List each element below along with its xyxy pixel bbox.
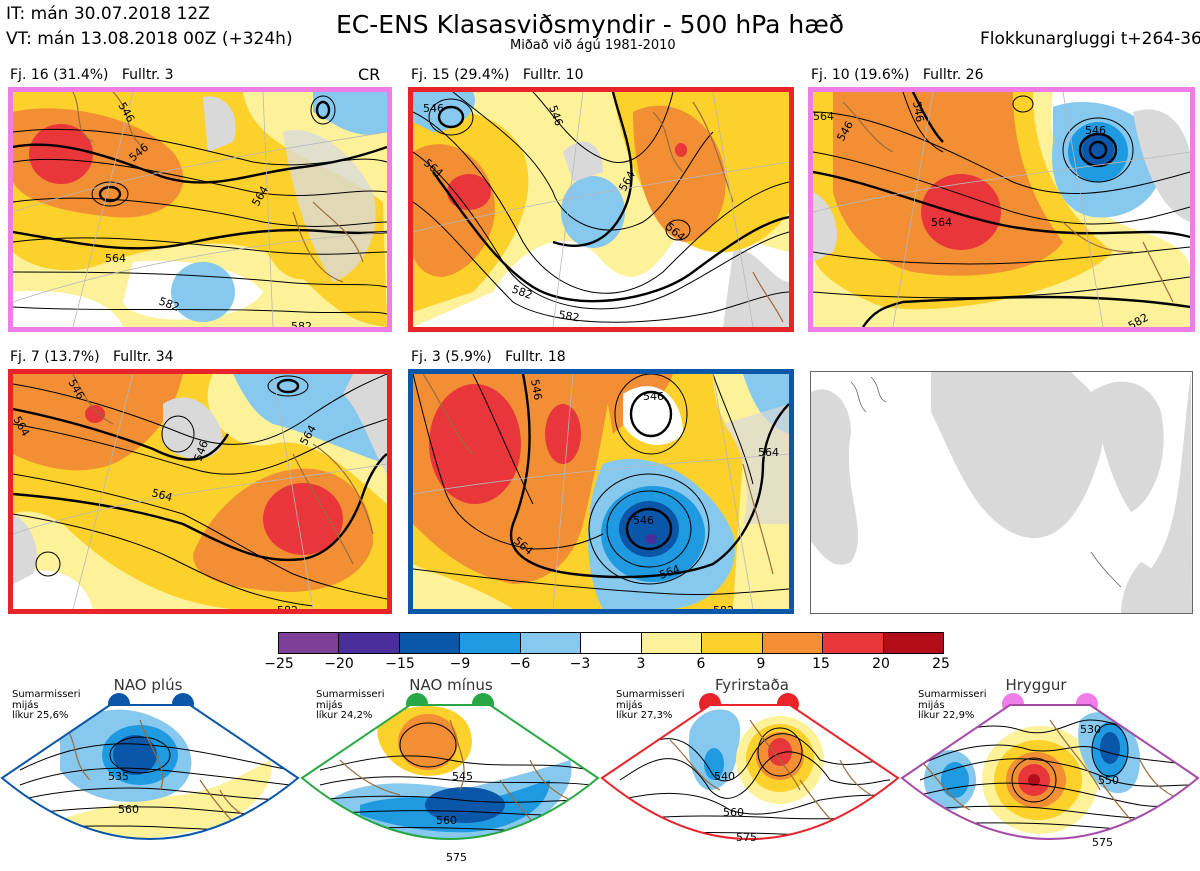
colorbar-tick: 20 — [872, 656, 890, 672]
colorbar-swatch — [701, 633, 762, 653]
colorbar-tick: 3 — [636, 656, 646, 672]
regime-map-nao-minus: 545 560 575 — [300, 704, 600, 864]
regime-map-nao-plus: 535 560 — [0, 704, 300, 840]
colorbar-swatch — [580, 633, 641, 653]
panel-4-label: Fj. 7 (13.7%) Fulltr. 34 — [10, 349, 174, 365]
regime-title-ridge: Hryggur — [1005, 676, 1067, 694]
regime-contour-label: 575 — [446, 851, 467, 864]
regime-map-ridge: 530 550 575 — [900, 704, 1200, 849]
regime-contour-label: 535 — [108, 770, 129, 783]
regime-contour-label: 545 — [452, 770, 473, 783]
cluster-map-panel-2: 546 546 564 564 564 582 582 — [408, 87, 794, 332]
panel-2-label: Fj. 15 (29.4%) Fulltr. 10 — [411, 67, 584, 83]
panel-1-extra: CR — [358, 65, 381, 84]
colorbar-tick: −3 — [569, 656, 591, 672]
colorbar-swatch — [338, 633, 399, 653]
regime-info-blocking: Sumarmisseri mijás líkur 27,3% — [616, 689, 685, 721]
cluster-map-panel-1: 546 546 564 564 582 582 — [8, 87, 392, 332]
colorbar-swatch — [761, 633, 823, 653]
contour-label: 546 — [423, 102, 444, 115]
regime-contour-label: 560 — [118, 803, 139, 816]
regime-contour-label: 540 — [714, 770, 735, 783]
page-subtitle: Miðað við ágú 1981-2010 — [510, 38, 676, 53]
panel-5-label: Fj. 3 (5.9%) Fulltr. 18 — [411, 349, 566, 365]
colorbar-tick: 15 — [812, 656, 830, 672]
colorbar-tick: 9 — [756, 656, 766, 672]
colorbar-swatch — [459, 633, 520, 653]
regime-info-ridge: Sumarmisseri mijás líkur 22,9% — [918, 689, 987, 721]
regime-contour-label: 575 — [1092, 836, 1113, 849]
colorbar-swatch — [519, 633, 581, 653]
regime-title-nao-minus: NAO mínus — [409, 676, 493, 694]
contour-label: 582 — [713, 604, 734, 609]
regime-info-nao-minus: Sumarmisseri mijás líkur 24,2% — [316, 689, 385, 721]
regime-contour-label: 550 — [1098, 774, 1119, 787]
colorbar-tick: −25 — [264, 656, 294, 672]
contour-label: 546 — [910, 100, 926, 123]
contour-label: 564 — [813, 110, 834, 123]
regime-title-nao-plus: NAO plús — [113, 676, 183, 694]
colorbar-tick: −9 — [449, 656, 471, 672]
panel-1-label: Fj. 16 (31.4%) Fulltr. 3 — [10, 67, 174, 83]
contour-label: 546 — [643, 390, 664, 403]
cluster-map-panel-3: 546 546 546 564 564 582 — [808, 87, 1195, 332]
contour-label: 564 — [931, 216, 952, 229]
regime-contour-label: 575 — [736, 831, 757, 844]
colorbar-swatch — [640, 633, 702, 653]
cluster-map-panel-4: 546 546 564 564 582 564 — [8, 369, 392, 614]
regime-contour-label: 560 — [723, 806, 744, 819]
cluster-map-panel-5: 546 546 546 564 564 564 582 — [408, 369, 794, 614]
contour-label: 564 — [150, 486, 174, 504]
regime-info-nao-plus: Sumarmisseri mijás líkur 25,6% — [12, 689, 81, 721]
contour-label: 546 — [528, 378, 544, 401]
contour-label: 546 — [1085, 124, 1106, 137]
colorbar-swatch — [882, 633, 943, 653]
regime-contour-label: 530 — [1080, 723, 1101, 736]
contour-label: 546 — [633, 514, 654, 527]
regime-title-blocking: Fyrirstaða — [715, 676, 789, 694]
colorbar — [278, 632, 944, 654]
colorbar-tick: −15 — [385, 656, 415, 672]
init-time: IT: mán 30.07.2018 12Z — [6, 4, 210, 24]
contour-label: 564 — [758, 446, 779, 459]
contour-label: 564 — [105, 252, 126, 265]
reference-map-panel — [810, 371, 1193, 614]
contour-label: 582 — [277, 604, 298, 609]
regime-map-blocking: 540 560 575 — [600, 704, 900, 844]
page-title: EC-ENS Klasasviðsmyndir - 500 hPa hæð — [336, 10, 845, 39]
contour-label: 582 — [291, 320, 312, 327]
panel-3-label: Fj. 10 (19.6%) Fulltr. 26 — [811, 67, 984, 83]
colorbar-swatch — [398, 633, 460, 653]
classification-window: Flokkunargluggi t+264-360 — [980, 29, 1200, 49]
colorbar-tick: 6 — [696, 656, 706, 672]
colorbar-swatch — [822, 633, 883, 653]
valid-time: VT: mán 13.08.2018 00Z (+324h) — [6, 29, 293, 49]
colorbar-tick: 25 — [932, 656, 950, 672]
colorbar-swatch — [279, 633, 339, 653]
colorbar-tick: −20 — [324, 656, 354, 672]
regime-contour-label: 560 — [436, 814, 457, 827]
contour-label: 582 — [557, 308, 580, 324]
colorbar-tick: −6 — [509, 656, 531, 672]
